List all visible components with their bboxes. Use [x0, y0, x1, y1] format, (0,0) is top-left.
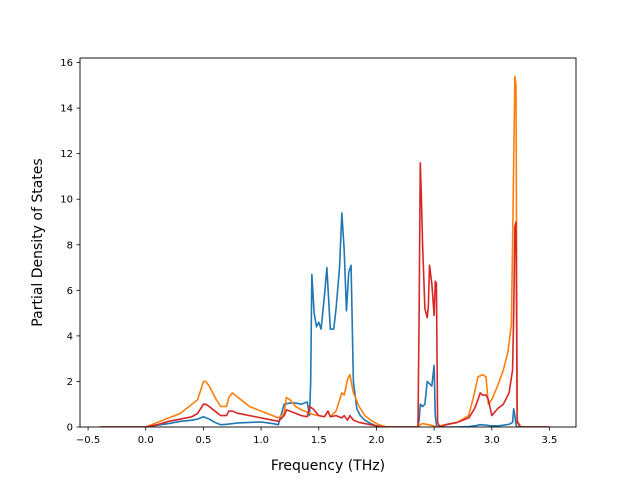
series-line-2 [99, 75, 550, 427]
x-tick-label: −0.5 [76, 435, 100, 446]
plot-area-background [80, 58, 576, 427]
x-tick-label: 0.5 [195, 435, 211, 446]
series-layer [99, 75, 550, 427]
x-tick-label: 1.5 [311, 435, 327, 446]
y-tick-label: 0 [67, 423, 73, 434]
x-tick-label: 2.5 [426, 435, 442, 446]
x-axis: −0.5 0.0 0.5 1.0 1.5 2.0 2.5 3.0 3.5 [76, 427, 557, 446]
y-axis-label: Partial Density of States [30, 158, 46, 326]
y-axis: 0 2 4 6 8 10 12 14 16 [60, 58, 80, 434]
series-line-3 [99, 161, 550, 427]
y-tick-label: 14 [60, 104, 73, 115]
x-axis-label: Frequency (THz) [271, 458, 385, 474]
y-tick-label: 12 [60, 149, 73, 160]
y-tick-label: 4 [67, 331, 73, 342]
y-tick-label: 8 [67, 240, 73, 251]
y-tick-label: 10 [60, 195, 73, 206]
plot-frame [79, 57, 577, 428]
series-line-1 [99, 212, 550, 427]
x-tick-label: 1.0 [253, 435, 269, 446]
x-tick-label: 3.0 [484, 435, 500, 446]
x-tick-label: 0.0 [138, 435, 154, 446]
x-tick-label: 3.5 [542, 435, 558, 446]
x-tick-label: 2.0 [368, 435, 384, 446]
y-tick-label: 16 [60, 58, 73, 69]
y-tick-label: 6 [67, 286, 73, 297]
y-tick-label: 2 [67, 377, 73, 388]
